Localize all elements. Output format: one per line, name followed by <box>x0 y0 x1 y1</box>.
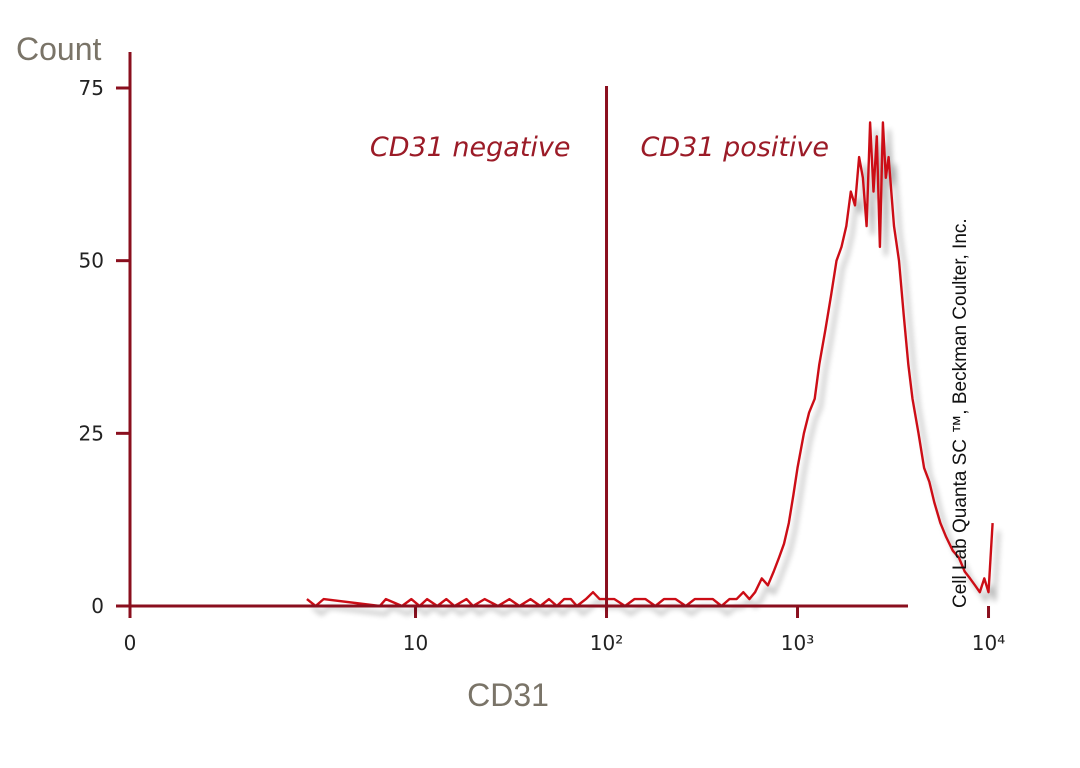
y-axis-ticks: 0 25 50 75 <box>79 76 130 618</box>
instrument-credit: Cell Lab Quanta SC ™, Beckman Coulter, I… <box>950 218 971 608</box>
gate-label-positive: CD31 positive <box>641 132 830 163</box>
x-tick-label: 0 <box>124 631 137 655</box>
x-tick-label: 10³ <box>781 631 814 655</box>
y-tick-label: 75 <box>79 76 104 100</box>
x-tick-label: 10² <box>590 631 623 655</box>
series-line <box>306 121 994 608</box>
y-axis-title: Count <box>16 31 102 67</box>
x-axis-title: CD31 <box>467 677 549 713</box>
x-tick-label: 10⁴ <box>972 631 1005 655</box>
gate-label-negative: CD31 negative <box>370 132 571 163</box>
x-axis-ticks: 0 10 10² 10³ 10⁴ <box>124 606 1005 655</box>
y-tick-label: 25 <box>79 421 104 445</box>
x-tick-label: 10 <box>403 631 428 655</box>
y-tick-label: 50 <box>79 249 104 273</box>
series-layer <box>306 121 994 608</box>
y-tick-label: 0 <box>91 594 104 618</box>
